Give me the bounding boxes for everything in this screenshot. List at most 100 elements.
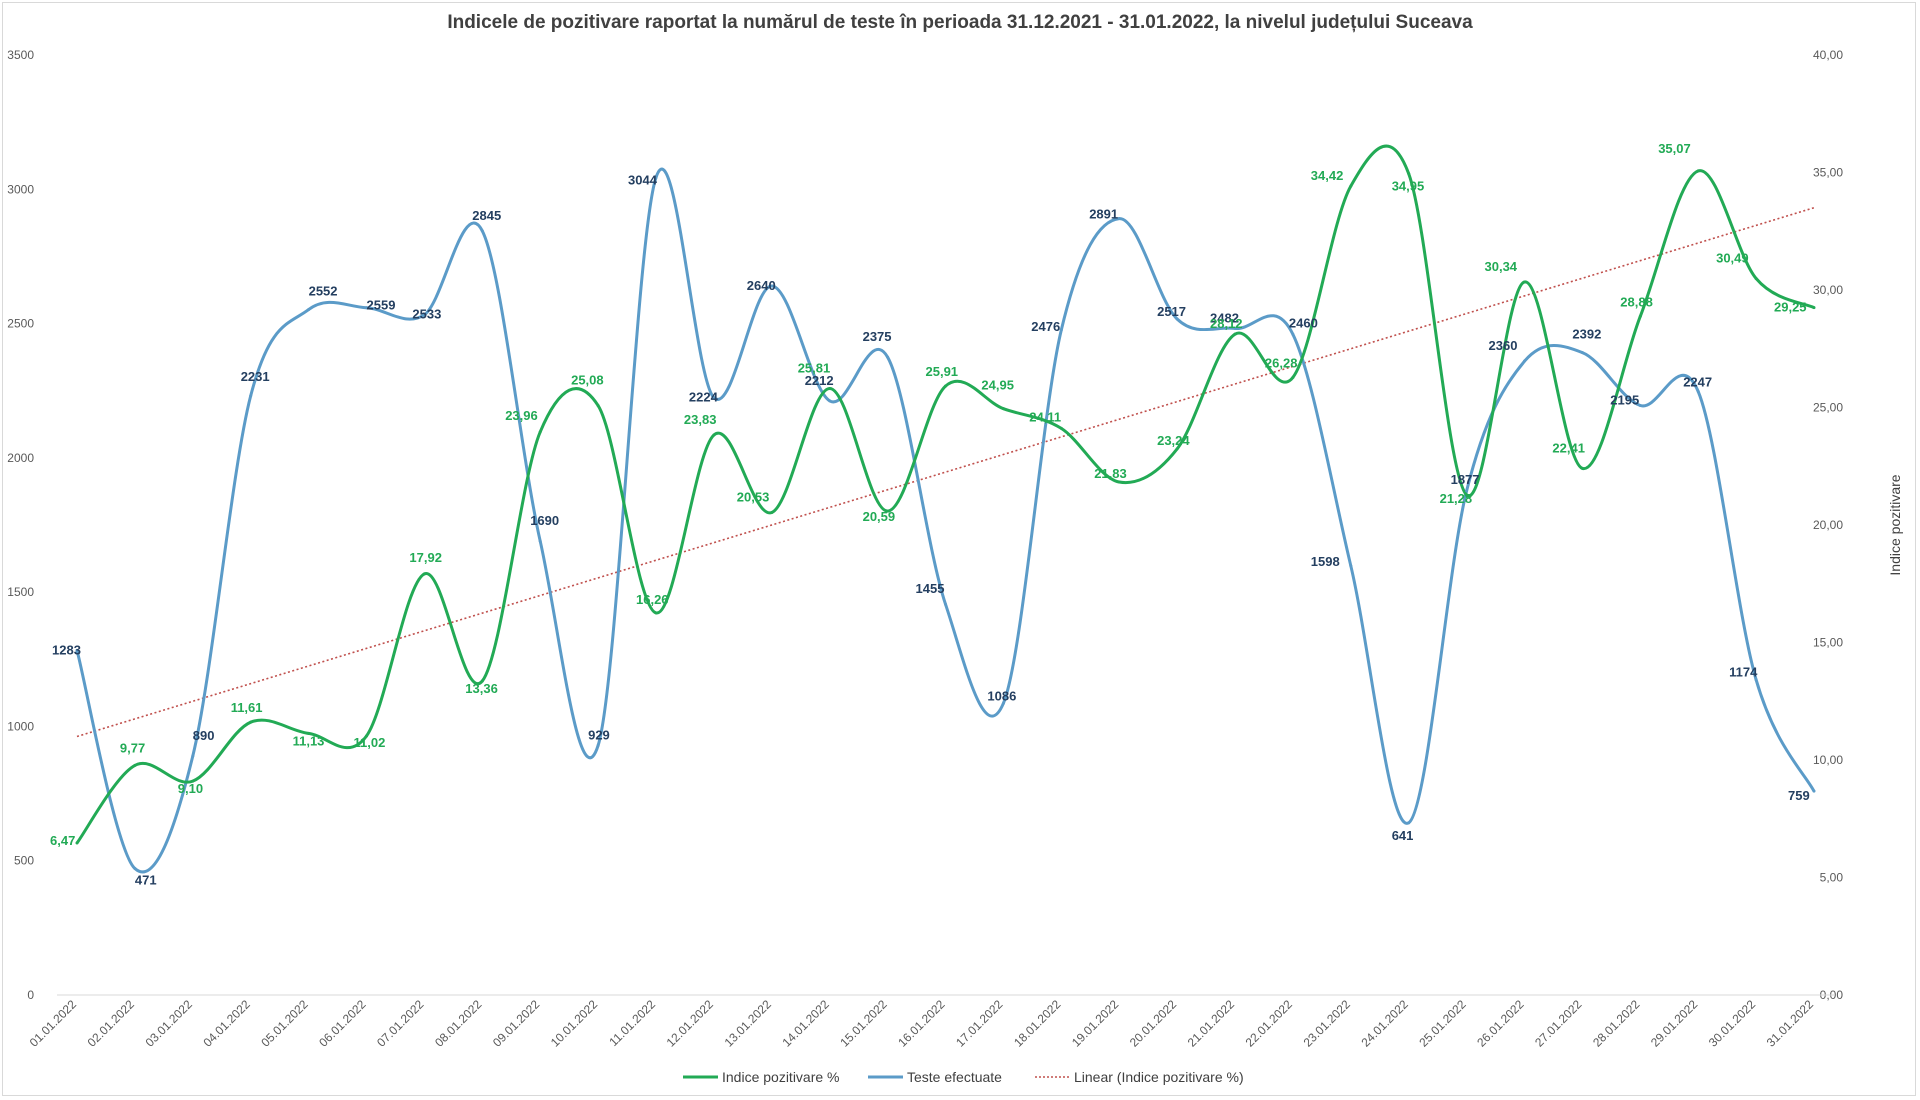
indice-label-13: 25,81 — [798, 360, 831, 375]
indice-point-27 — [1638, 314, 1642, 318]
indice-label-16: 24,95 — [981, 378, 1014, 393]
indice-label-6: 17,92 — [409, 550, 442, 565]
teste-label-16: 1086 — [987, 688, 1016, 703]
indice-point-9 — [596, 404, 600, 408]
x-tick-05.01.2022: 05.01.2022 — [258, 997, 311, 1050]
teste-label-6: 2533 — [412, 307, 441, 322]
teste-point-19 — [1175, 317, 1179, 321]
teste-point-17 — [1059, 328, 1063, 332]
teste-label-17: 2476 — [1031, 319, 1060, 334]
indice-label-17: 24,11 — [1029, 409, 1061, 424]
indice-label-3: 11,61 — [231, 700, 263, 715]
indice-point-3 — [249, 720, 253, 724]
teste-label-27: 2195 — [1610, 392, 1639, 407]
x-tick-27.01.2022: 27.01.2022 — [1532, 997, 1585, 1050]
indice-point-28 — [1696, 169, 1700, 173]
teste-point-6 — [422, 313, 426, 317]
teste-label-20: 2482 — [1210, 310, 1239, 325]
teste-point-4 — [307, 308, 311, 312]
teste-label-11: 2224 — [689, 390, 719, 405]
indice-point-18 — [1117, 480, 1121, 484]
indice-label-30: 29,25 — [1774, 300, 1807, 315]
teste-point-28 — [1696, 390, 1700, 394]
indice-label-10: 16,26 — [636, 592, 669, 607]
teste-label-23: 641 — [1392, 828, 1414, 843]
series-indice-line — [75, 144, 1815, 844]
x-tick-07.01.2022: 07.01.2022 — [374, 997, 427, 1050]
y-left-tick-1000: 1000 — [7, 719, 34, 733]
teste-point-14 — [886, 355, 890, 359]
indice-point-13 — [828, 386, 832, 390]
indice-point-6 — [422, 572, 426, 576]
indice-point-5 — [365, 734, 368, 738]
y-left-tick-3000: 3000 — [7, 182, 34, 196]
indice-label-1: 9,77 — [120, 740, 145, 755]
teste-point-23 — [1407, 821, 1411, 825]
indice-point-7 — [480, 679, 484, 683]
y-right-tick-5-00: 5,00 — [1820, 871, 1844, 885]
indice-point-10 — [654, 611, 658, 615]
indice-point-4 — [307, 731, 311, 735]
teste-label-25: 2360 — [1489, 338, 1518, 353]
teste-label-14: 2375 — [863, 329, 892, 344]
x-axis: 01.01.2022 02.01.2022 03.01.2022 04.01.2022… — [27, 994, 1834, 1050]
indice-point-23 — [1407, 172, 1411, 176]
indice-label-21: 26,28 — [1265, 355, 1298, 370]
teste-point-2 — [191, 754, 195, 758]
teste-point-1 — [133, 867, 137, 871]
teste-label-9: 929 — [588, 727, 610, 742]
x-tick-25.01.2022: 25.01.2022 — [1416, 997, 1469, 1050]
teste-point-22 — [1349, 564, 1353, 568]
teste-point-11 — [712, 396, 716, 400]
indice-label-0: 6,47 — [50, 833, 75, 848]
teste-point-5 — [365, 306, 368, 310]
indice-point-2 — [191, 779, 195, 783]
teste-label-10: 3044 — [628, 172, 658, 187]
indice-point-12 — [770, 511, 774, 515]
teste-label-30: 759 — [1788, 788, 1810, 803]
indice-point-26 — [1580, 466, 1584, 470]
data-labels: 1283 471 890 2231 2552 2559 2533 2845 1690 929 304… — [50, 141, 1810, 888]
indice-label-15: 25,91 — [926, 364, 959, 379]
x-tick-17.01.2022: 17.01.2022 — [953, 997, 1006, 1050]
indice-label-14: 20,59 — [863, 509, 896, 524]
indice-label-24: 21,28 — [1440, 491, 1473, 506]
indice-point-17 — [1059, 426, 1063, 430]
teste-point-15 — [944, 602, 947, 606]
teste-point-0 — [75, 648, 79, 652]
teste-point-7 — [480, 229, 484, 233]
x-tick-13.01.2022: 13.01.2022 — [722, 997, 775, 1050]
x-tick-01.01.2022: 01.01.2022 — [27, 997, 80, 1050]
x-tick-06.01.2022: 06.01.2022 — [316, 997, 369, 1050]
x-tick-19.01.2022: 19.01.2022 — [1069, 997, 1122, 1050]
y-right-tick-40-00: 40,00 — [1813, 48, 1843, 62]
legend-label-linear: Linear (Indice pozitivare %) — [1074, 1069, 1244, 1085]
x-tick-23.01.2022: 23.01.2022 — [1301, 997, 1354, 1050]
y-right-tick-15-00: 15,00 — [1813, 636, 1843, 650]
indice-point-24 — [1465, 493, 1469, 497]
teste-point-13 — [828, 399, 832, 403]
indice-label-28: 35,07 — [1658, 141, 1691, 156]
indice-label-25: 30,34 — [1485, 259, 1518, 274]
teste-label-24: 1877 — [1451, 472, 1480, 487]
x-tick-28.01.2022: 28.01.2022 — [1590, 997, 1643, 1050]
y-left-tick-0: 0 — [27, 988, 34, 1002]
indice-label-8: 23,96 — [505, 408, 538, 423]
teste-point-16 — [1001, 701, 1005, 705]
teste-point-25 — [1523, 359, 1526, 363]
y-right-tick-10-00: 10,00 — [1813, 753, 1843, 767]
teste-label-13: 2212 — [805, 373, 834, 388]
x-tick-30.01.2022: 30.01.2022 — [1706, 997, 1759, 1050]
teste-point-26 — [1580, 351, 1584, 355]
y-axis-left: 0 500 1000 1500 2000 2500 3000 3500 — [7, 48, 34, 1002]
indice-point-29 — [1754, 276, 1758, 280]
teste-point-21 — [1291, 332, 1295, 336]
teste-label-8: 1690 — [530, 513, 559, 528]
y-right-tick-20-00: 20,00 — [1813, 518, 1843, 532]
y-axis-right-title: Indice pozitivare — [1887, 474, 1903, 575]
teste-label-0: 1283 — [52, 642, 81, 657]
teste-point-12 — [770, 284, 774, 288]
indice-point-11 — [712, 433, 716, 437]
